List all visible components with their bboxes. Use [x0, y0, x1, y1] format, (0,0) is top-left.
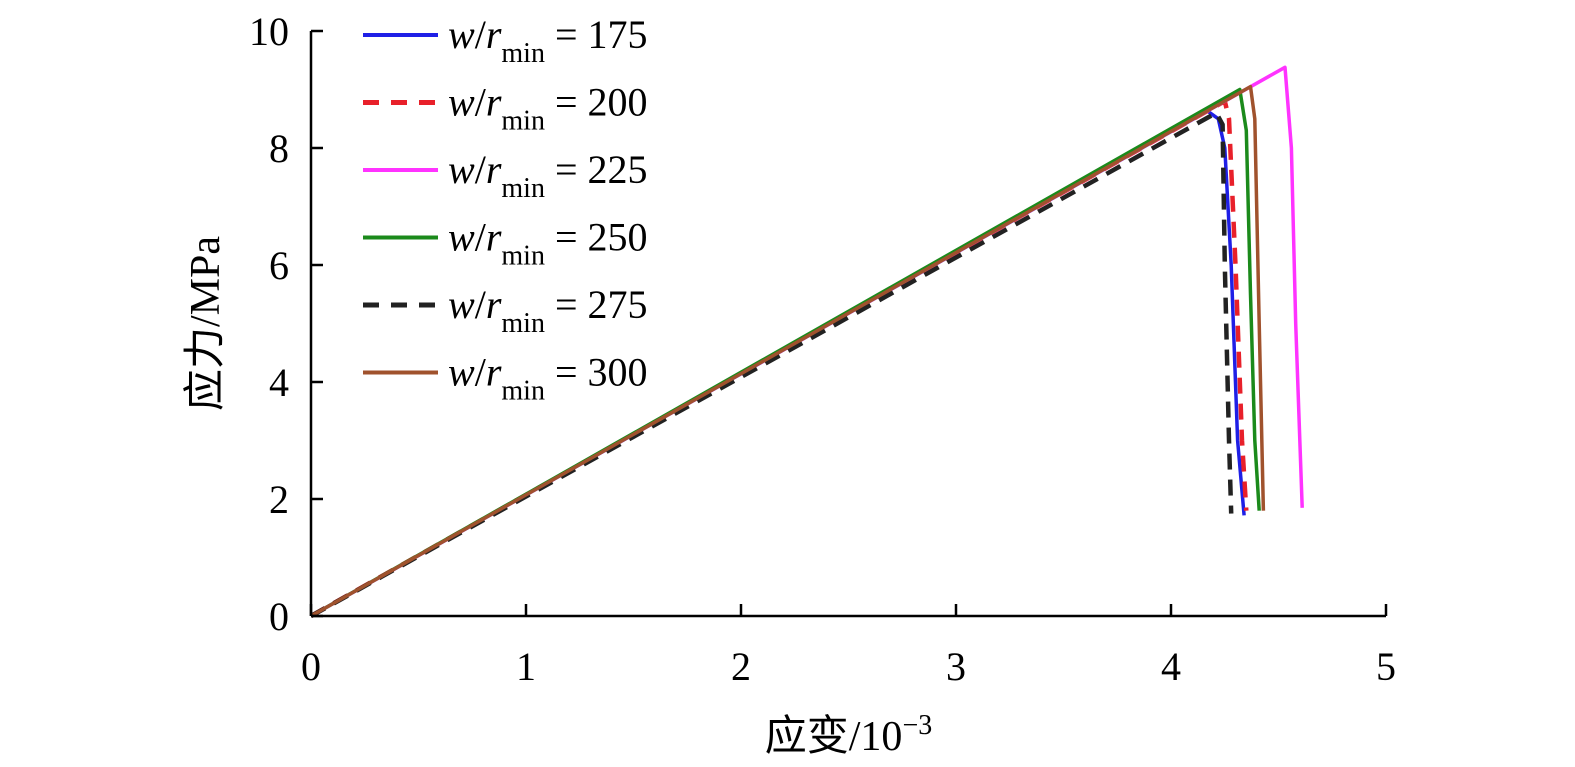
legend-subscript: min — [501, 106, 545, 137]
legend-var-w: w — [448, 350, 475, 395]
legend-var-w: w — [448, 147, 475, 192]
legend-label: w/rmin = 275 — [448, 282, 648, 339]
legend-subscript: min — [501, 38, 545, 69]
legend-label: w/rmin = 175 — [448, 12, 648, 69]
plot-area — [309, 65, 1304, 618]
y-tick-label: 8 — [269, 126, 289, 171]
series-line-6 — [310, 84, 1266, 618]
legend-label: w/rmin = 200 — [448, 80, 648, 137]
legend-slash: / — [475, 350, 487, 395]
legend-var-w: w — [448, 80, 475, 125]
x-tick-label: 1 — [516, 644, 536, 689]
legend-var-r: r — [486, 215, 502, 260]
y-tick-label: 2 — [269, 477, 289, 522]
x-tick-label: 3 — [946, 644, 966, 689]
legend-var-w: w — [448, 12, 475, 57]
legend-label: w/rmin = 250 — [448, 215, 648, 272]
y-axis-title: 应力/MPa — [182, 236, 229, 411]
legend-value: = 250 — [545, 215, 648, 260]
legend-slash: / — [475, 80, 487, 125]
legend-subscript: min — [501, 241, 545, 272]
legend-subscript: min — [501, 308, 545, 339]
legend-slash: / — [475, 215, 487, 260]
x-tick-label: 5 — [1376, 644, 1396, 689]
legend-subscript: min — [501, 376, 545, 407]
x-tick-label: 4 — [1161, 644, 1181, 689]
x-axis-title: 应变/10−3 — [765, 710, 932, 760]
legend-label: w/rmin = 300 — [448, 350, 648, 407]
legend-var-w: w — [448, 282, 475, 327]
series-line-5 — [309, 110, 1234, 618]
legend-var-r: r — [486, 147, 502, 192]
y-tick-label: 4 — [269, 360, 289, 405]
x-axis-title-exponent: −3 — [902, 710, 932, 741]
legend-var-r: r — [486, 80, 502, 125]
legend-subscript: min — [501, 173, 545, 204]
x-tick-label: 2 — [731, 644, 751, 689]
legend-var-w: w — [448, 215, 475, 260]
x-ticks: 0 1 2 3 4 5 — [301, 604, 1396, 689]
y-tick-label: 6 — [269, 243, 289, 288]
legend-slash: / — [475, 147, 487, 192]
legend-value: = 300 — [545, 350, 648, 395]
y-tick-label: 0 — [269, 594, 289, 639]
legend-slash: / — [475, 12, 487, 57]
axes: 0 1 2 3 4 5 0 2 4 6 8 10 — [249, 9, 1396, 689]
legend-var-r: r — [486, 282, 502, 327]
legend-var-r: r — [486, 350, 502, 395]
y-ticks: 0 2 4 6 8 10 — [249, 9, 323, 639]
legend-label: w/rmin = 225 — [448, 147, 648, 204]
legend-var-r: r — [486, 12, 502, 57]
x-axis-title-text: 应变/10 — [765, 713, 903, 760]
legend-value: = 175 — [545, 12, 648, 57]
legend-value: = 275 — [545, 282, 648, 327]
y-tick-label: 10 — [249, 9, 289, 54]
series-line-4 — [310, 87, 1261, 618]
legend-value: = 225 — [545, 147, 648, 192]
x-tick-label: 0 — [301, 644, 321, 689]
legend-value: = 200 — [545, 80, 648, 125]
legend-slash: / — [475, 282, 487, 327]
